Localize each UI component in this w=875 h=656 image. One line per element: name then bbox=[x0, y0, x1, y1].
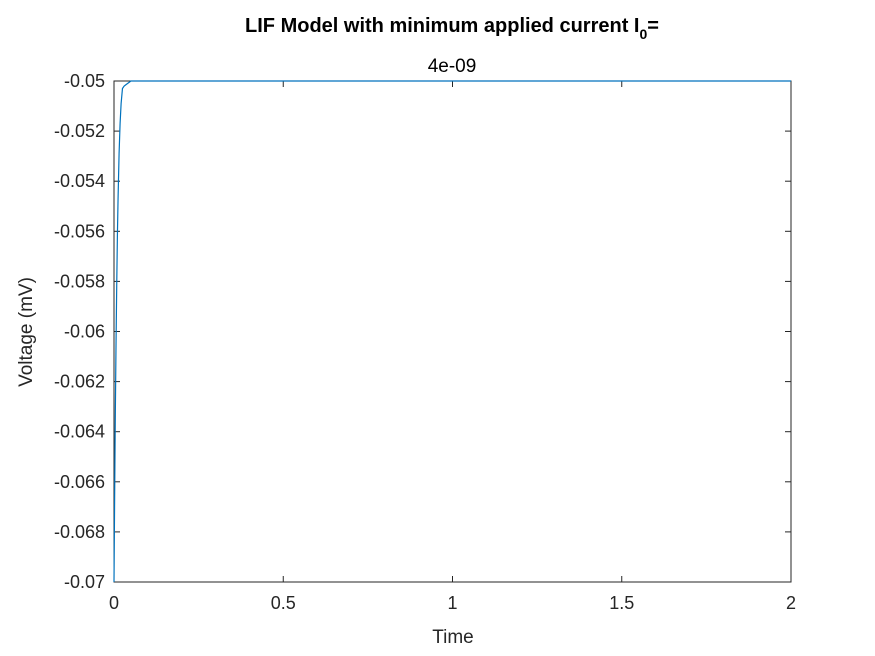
y-axis-label: Voltage (mV) bbox=[16, 277, 37, 387]
y-tick-label: -0.068 bbox=[54, 522, 105, 542]
x-tick-label: 1.5 bbox=[609, 593, 634, 613]
voltage-series-line bbox=[113, 80, 791, 583]
y-axis: -0.07 -0.068 -0.066 -0.064 -0.062 -0.06 -0.058… bbox=[54, 71, 791, 592]
y-tick-label: -0.056 bbox=[54, 221, 105, 241]
y-tick-label: -0.07 bbox=[64, 572, 105, 592]
x-tick-label: 0.5 bbox=[271, 593, 296, 613]
y-tick-label: -0.054 bbox=[54, 171, 105, 191]
chart-subtitle: 4e-09 bbox=[428, 56, 477, 77]
chart-title-main: LIF Model with minimum applied current I bbox=[245, 15, 639, 37]
plot-area bbox=[113, 80, 792, 583]
y-tick-label: -0.058 bbox=[54, 271, 105, 291]
x-axis: 0 0.5 1 1.5 2 bbox=[109, 81, 796, 613]
chart-title-suffix: = bbox=[647, 15, 659, 37]
y-tick-label: -0.062 bbox=[54, 372, 105, 392]
chart-title-subscript: 0 bbox=[639, 26, 647, 42]
x-tick-label: 2 bbox=[786, 593, 796, 613]
y-tick-label: -0.064 bbox=[54, 422, 105, 442]
x-axis-label: Time bbox=[432, 627, 474, 648]
chart-title: LIF Model with minimum applied current I… bbox=[245, 15, 659, 42]
y-tick-label: -0.052 bbox=[54, 121, 105, 141]
series-layer bbox=[113, 80, 791, 583]
y-tick-label: -0.05 bbox=[64, 71, 105, 91]
x-tick-label: 1 bbox=[447, 593, 457, 613]
y-tick-label: -0.066 bbox=[54, 472, 105, 492]
y-tick-label: -0.06 bbox=[64, 322, 105, 342]
x-tick-label: 0 bbox=[109, 593, 119, 613]
